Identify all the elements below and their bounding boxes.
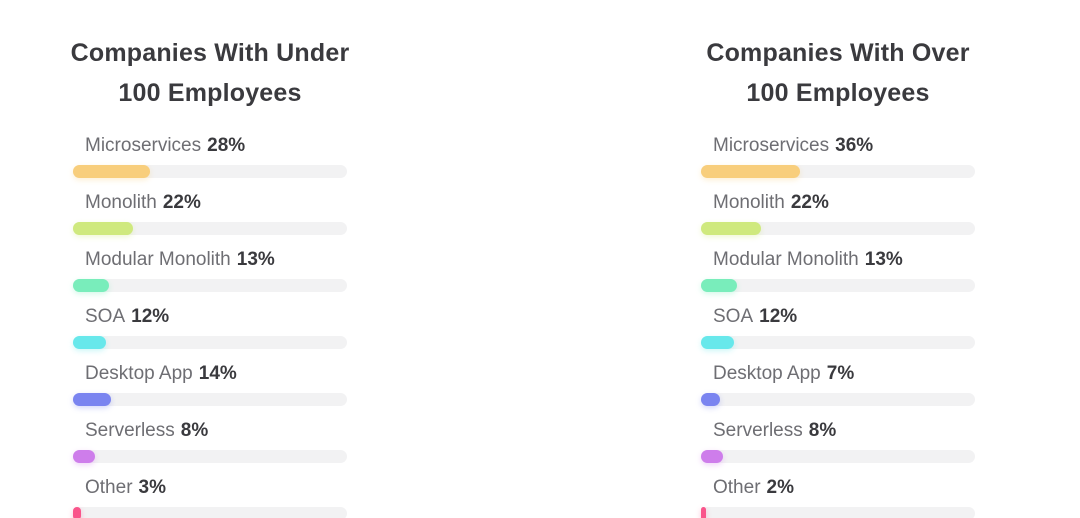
bar-value: 22% xyxy=(162,191,201,213)
bar-fill xyxy=(73,164,150,178)
bar-track xyxy=(73,506,347,518)
bar-track xyxy=(701,335,975,349)
bar-label: Microservices 28% xyxy=(73,134,347,158)
bar-track xyxy=(701,392,975,406)
bar-label: Modular Monolith 13% xyxy=(701,248,975,272)
bar-fill xyxy=(73,449,95,463)
bar-value: 3% xyxy=(138,476,166,498)
bar-row: Desktop App 7% xyxy=(701,362,975,406)
chart-title-line-1: Companies With Over xyxy=(706,38,970,67)
bar-category: Microservices xyxy=(85,134,202,156)
bar-row: Serverless 8% xyxy=(701,419,975,463)
bar-fill xyxy=(701,506,707,518)
bar-value: 12% xyxy=(759,305,798,327)
chart-title-line-2: 100 Employees xyxy=(746,78,930,107)
bar-row: Microservices 36% xyxy=(701,134,975,178)
bar-label: Monolith 22% xyxy=(701,191,975,215)
bar-label: Serverless 8% xyxy=(701,419,975,443)
bar-row: Other 3% xyxy=(73,476,347,518)
bar-category: Modular Monolith xyxy=(85,248,231,270)
bar-category: Other xyxy=(713,476,761,498)
bar-label: Other 3% xyxy=(73,476,347,500)
bar-label: SOA 12% xyxy=(701,305,975,329)
bar-value: 8% xyxy=(808,419,837,441)
bar-fill xyxy=(73,278,109,292)
bar-track xyxy=(73,335,347,349)
bar-fill xyxy=(73,506,82,518)
chart-title-line-1: Companies With Under xyxy=(70,38,350,67)
bar-value: 22% xyxy=(790,191,829,213)
bar-label: Modular Monolith 13% xyxy=(73,248,347,272)
bar-label: Microservices 36% xyxy=(701,134,975,158)
bar-track xyxy=(701,164,975,178)
bar-row: Monolith 22% xyxy=(73,191,347,235)
bar-fill xyxy=(701,278,737,292)
bar-label: Other 2% xyxy=(701,476,975,500)
bar-fill xyxy=(73,392,112,406)
bar-track xyxy=(701,449,975,463)
bar-category: Desktop App xyxy=(713,362,821,384)
bar-row: Serverless 8% xyxy=(73,419,347,463)
chart-over-100-employees: Companies With Over 100 Employees Microse… xyxy=(668,12,1008,518)
bar-rows: Microservices 36% Monolith 22% Modular Monol… xyxy=(701,134,975,518)
bar-row: Other 2% xyxy=(701,476,975,518)
bar-fill xyxy=(701,221,762,235)
bar-row: SOA 12% xyxy=(73,305,347,349)
bar-fill xyxy=(73,335,106,349)
bar-fill xyxy=(701,449,723,463)
bar-fill xyxy=(701,392,721,406)
bar-value: 13% xyxy=(864,248,903,270)
bar-value: 7% xyxy=(826,362,855,384)
bar-value: 12% xyxy=(131,305,170,327)
bar-label: Desktop App 14% xyxy=(73,362,347,386)
bar-track xyxy=(73,278,347,292)
bar-category: Other xyxy=(85,476,133,498)
bar-value: 8% xyxy=(180,419,209,441)
bar-label: SOA 12% xyxy=(73,305,347,329)
bar-value: 36% xyxy=(835,134,874,156)
chart-title: Companies With Under 100 Employees xyxy=(40,33,380,113)
bar-fill xyxy=(73,221,134,235)
chart-title-line-2: 100 Employees xyxy=(118,78,302,107)
bar-value: 13% xyxy=(236,248,275,270)
bar-category: Microservices xyxy=(713,134,830,156)
bar-row: Modular Monolith 13% xyxy=(701,248,975,292)
bar-category: Serverless xyxy=(85,419,175,441)
bar-row: Modular Monolith 13% xyxy=(73,248,347,292)
bar-category: Monolith xyxy=(85,191,157,213)
bar-row: SOA 12% xyxy=(701,305,975,349)
bar-category: Desktop App xyxy=(85,362,193,384)
bar-track xyxy=(701,506,975,518)
bar-category: Monolith xyxy=(713,191,785,213)
bar-label: Monolith 22% xyxy=(73,191,347,215)
bar-category: SOA xyxy=(85,305,126,327)
bar-row: Desktop App 14% xyxy=(73,362,347,406)
bar-track xyxy=(701,278,975,292)
bar-track xyxy=(73,221,347,235)
chart-under-100-employees: Companies With Under 100 Employees Micros… xyxy=(40,12,380,518)
bar-fill xyxy=(701,335,734,349)
bar-track xyxy=(701,221,975,235)
bar-row: Microservices 28% xyxy=(73,134,347,178)
bar-value: 14% xyxy=(198,362,237,384)
bar-category: SOA xyxy=(713,305,754,327)
bar-rows: Microservices 28% Monolith 22% Modular Monol… xyxy=(73,134,347,518)
bar-value: 28% xyxy=(207,134,246,156)
chart-title: Companies With Over 100 Employees xyxy=(668,33,1008,113)
bar-label: Serverless 8% xyxy=(73,419,347,443)
bar-track xyxy=(73,392,347,406)
bar-category: Modular Monolith xyxy=(713,248,859,270)
bar-category: Serverless xyxy=(713,419,803,441)
bar-track xyxy=(73,164,347,178)
bar-fill xyxy=(701,164,800,178)
bar-track xyxy=(73,449,347,463)
bar-label: Desktop App 7% xyxy=(701,362,975,386)
bar-value: 2% xyxy=(766,476,794,498)
bar-row: Monolith 22% xyxy=(701,191,975,235)
